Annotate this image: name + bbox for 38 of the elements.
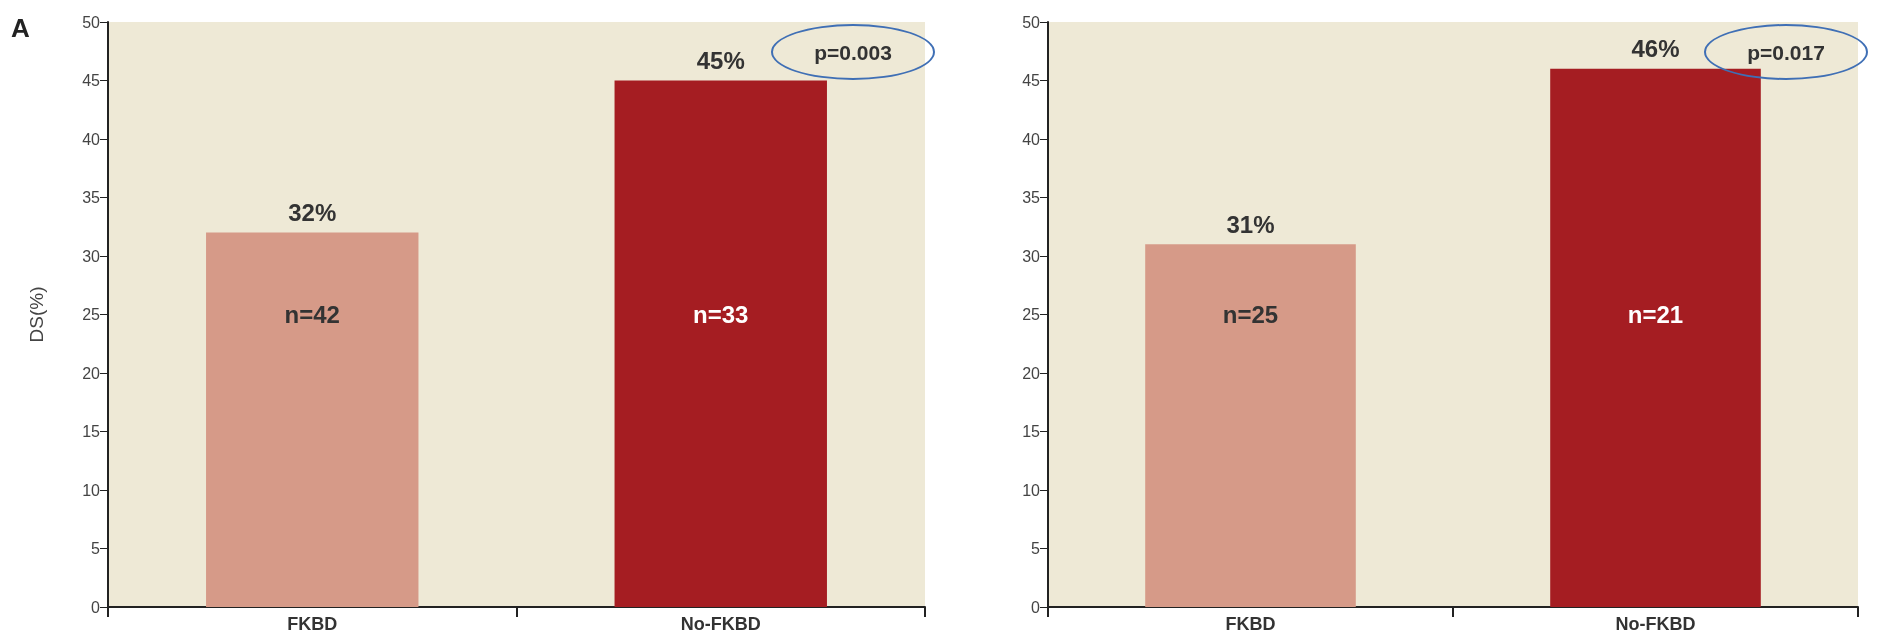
annotation: n=42 [284,301,340,328]
y-tick-label: 50 [1022,13,1041,31]
annotation: n=21 [1627,301,1684,328]
data-label: 31% [1226,210,1275,238]
y-tick-label: 35 [82,189,101,206]
y-tick-label: 5 [1031,540,1041,557]
y-tick-label: 0 [1031,598,1041,616]
x-tick-label: No-FKBD [680,614,761,634]
x-tick-label: FKBD [1225,614,1276,634]
y-tick-label: 15 [82,423,101,440]
y-tick-label: 30 [1022,247,1041,265]
data-label: 32% [288,199,337,227]
y-tick-label: 40 [1022,130,1041,148]
y-tick-label: 25 [1022,306,1041,323]
y-axis-title: DS(%) [26,286,47,343]
x-tick-label: FKBD [287,614,338,634]
y-tick-label: 5 [91,540,101,557]
annotation: n=25 [1222,301,1279,328]
y-tick-label: 0 [91,598,101,616]
y-tick-label: 35 [1022,189,1041,206]
annotation: n=33 [693,301,749,328]
y-tick-label: 20 [82,364,101,382]
data-label: 46% [1631,35,1680,63]
y-tick-label: 15 [1022,423,1041,440]
y-tick-label: 10 [82,481,101,499]
y-tick-label: 30 [82,247,101,265]
y-tick-label: 20 [1022,364,1041,382]
y-tick-label: 50 [82,13,101,31]
y-tick-label: 45 [1022,72,1041,89]
y-tick-label: 45 [82,72,101,89]
annotation: p=0.017 [1747,40,1825,64]
y-tick-label: 25 [82,306,101,323]
x-tick-label: No-FKBD [1615,614,1696,634]
chart-title: A [11,13,30,43]
y-tick-label: 10 [1022,481,1041,499]
y-tick-label: 40 [82,130,101,148]
annotation: p=0.003 [814,40,892,64]
data-label: 45% [696,47,745,74]
